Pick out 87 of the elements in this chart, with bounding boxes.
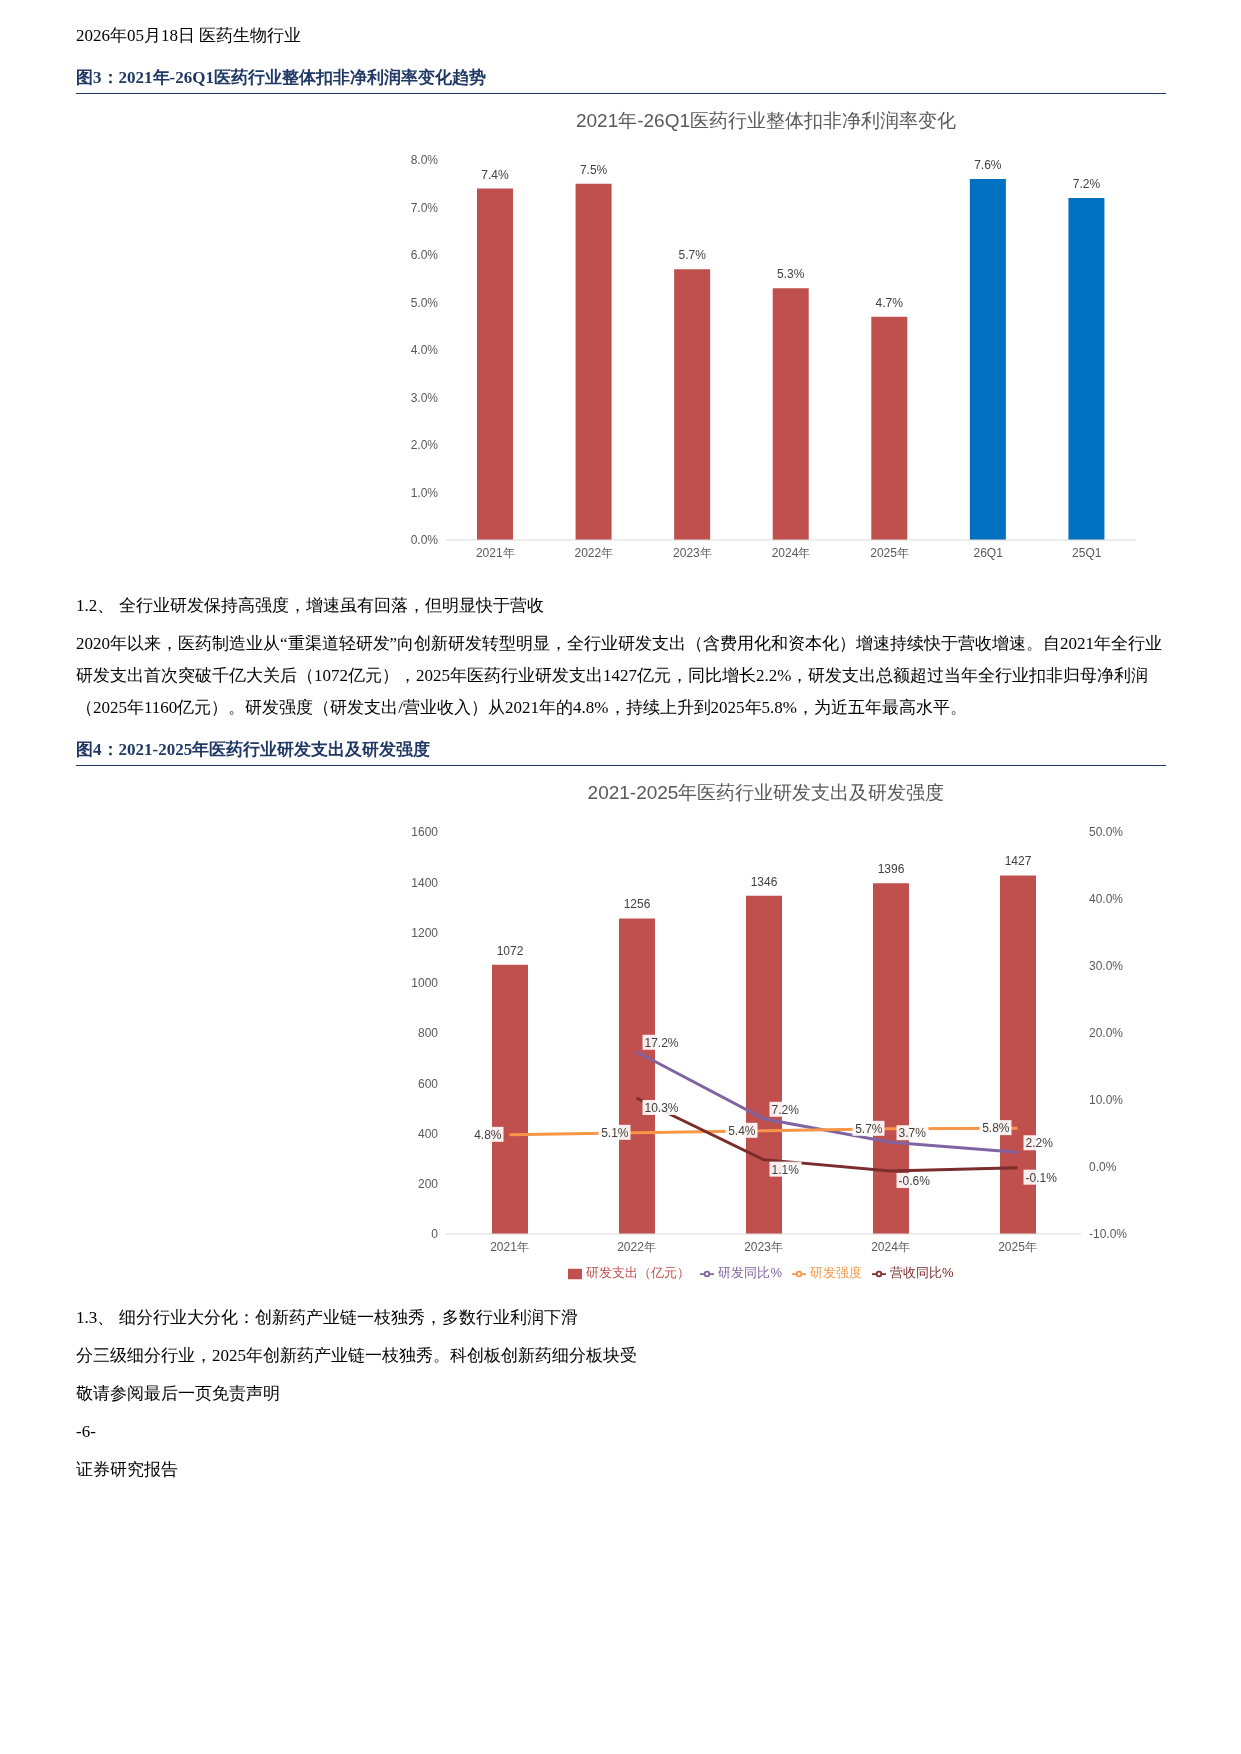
y2-tick-label: 10.0% bbox=[1089, 1093, 1124, 1108]
bar bbox=[871, 316, 908, 540]
x-tick-label: 2025年 bbox=[998, 1239, 1037, 1254]
data-label: 7.6% bbox=[974, 158, 1002, 172]
bar bbox=[1068, 198, 1105, 540]
legend-label: 研发同比% bbox=[718, 1265, 782, 1280]
y-tick-label: 200 bbox=[417, 1177, 439, 1192]
text: 2026年05月18日 医药生物行业 bbox=[76, 25, 303, 47]
caption: 图3：2021年-26Q1医药行业整体扣非净利润率变化趋势 bbox=[76, 62, 1166, 94]
x-tick-label: 2022年 bbox=[617, 1239, 656, 1254]
y-tick-label: 800 bbox=[417, 1026, 439, 1041]
data-label: 2.2% bbox=[1025, 1136, 1054, 1151]
y-tick-label: 3.0% bbox=[410, 390, 439, 405]
x-tick-label: 26Q1 bbox=[973, 545, 1004, 560]
y-tick-label: 400 bbox=[417, 1126, 439, 1141]
data-label: 17.2% bbox=[644, 1035, 679, 1050]
data-label: 1.1% bbox=[771, 1162, 800, 1177]
text: 敬请参阅最后一页免责声明 bbox=[76, 1383, 281, 1405]
data-label: 5.3% bbox=[777, 267, 805, 282]
x-tick-label: 25Q1 bbox=[1072, 545, 1102, 560]
y-tick-label: 1200 bbox=[411, 925, 439, 940]
data-label: 1427 bbox=[1004, 854, 1032, 869]
y-tick-label: 0.0% bbox=[410, 533, 439, 548]
text: 1.3、 细分行业大分化：创新药产业链一枝独秀，多数行业利润下滑 bbox=[76, 1307, 579, 1329]
y2-tick-label: 40.0% bbox=[1089, 892, 1124, 907]
legend-label: 营收同比% bbox=[890, 1265, 954, 1280]
data-label: 5.7% bbox=[855, 1121, 883, 1136]
text: 分三级细分行业，2025年创新药产业链一枝独秀。科创板创新药细分板块受 bbox=[76, 1345, 638, 1367]
bar bbox=[772, 288, 809, 540]
y-tick-label: 7.0% bbox=[410, 200, 439, 215]
bar bbox=[575, 183, 612, 540]
data-label: 7.5% bbox=[579, 162, 608, 177]
legend-label: 研发支出（亿元） bbox=[586, 1265, 691, 1280]
text: -6- bbox=[76, 1421, 97, 1443]
text: 1.2、 全行业研发保持高强度，增速虽有回落，但明显快于营收 bbox=[76, 595, 545, 617]
y-tick-label: 2.0% bbox=[410, 438, 439, 453]
y2-tick-label: 50.0% bbox=[1089, 825, 1124, 840]
x-tick-label: 2021年 bbox=[490, 1239, 529, 1254]
data-label: 1072 bbox=[496, 943, 524, 958]
y2-tick-label: 20.0% bbox=[1089, 1026, 1124, 1041]
x-tick-label: 2023年 bbox=[673, 545, 712, 560]
data-label: 4.7% bbox=[875, 295, 904, 310]
data-label: 7.2% bbox=[1072, 177, 1101, 191]
chart-title: 2021-2025年医药行业研发支出及研发强度 bbox=[586, 781, 946, 805]
data-label: 1396 bbox=[877, 862, 905, 877]
x-tick-label: 2023年 bbox=[744, 1239, 783, 1254]
x-tick-label: 2021年 bbox=[475, 545, 515, 560]
line-series bbox=[635, 1096, 1019, 1173]
bar bbox=[969, 179, 1006, 540]
bar bbox=[477, 188, 513, 540]
x-tick-label: 2024年 bbox=[871, 1239, 910, 1254]
chart-title: 2021年-26Q1医药行业整体扣非净利润率变化 bbox=[574, 109, 958, 133]
data-label: -0.6% bbox=[898, 1174, 931, 1189]
text: 2020年以来，医药制造业从“重渠道轻研发”向创新研发转型明显，全行业研发支出（含费用化和资本化）增速持续快于营收增速。自2021年全行业研发支出首次突破千亿大关后（1072亿元），2025年医药行业研发支出1427亿元，同比增长2.2%，研发支出总额超过当年全行业扣非归母净利润（2025年1160亿元）。研发强度（研发支出/营业收入）从2021年的4.8%，持续上升到2025年5.8%，为近五年最高水平。 bbox=[76, 633, 1164, 719]
line-series bbox=[635, 1050, 1019, 1154]
bar bbox=[674, 269, 711, 540]
y-tick-label: 6.0% bbox=[410, 248, 439, 263]
y-tick-label: 4.0% bbox=[410, 343, 439, 358]
y-tick-label: 1000 bbox=[411, 976, 439, 991]
caption: 图4：2021-2025年医药行业研发支出及研发强度 bbox=[76, 734, 1166, 766]
y-tick-label: 1.0% bbox=[410, 485, 439, 500]
data-label: 10.3% bbox=[644, 1100, 679, 1115]
y2-tick-label: 0.0% bbox=[1089, 1160, 1117, 1175]
y-tick-label: 600 bbox=[417, 1076, 439, 1091]
data-label: 3.7% bbox=[898, 1126, 927, 1141]
data-label: 1346 bbox=[750, 874, 778, 889]
y-tick-label: 5.0% bbox=[410, 295, 439, 310]
data-label: 5.7% bbox=[678, 248, 707, 263]
data-label: 5.1% bbox=[601, 1125, 629, 1140]
data-label: 5.8% bbox=[982, 1121, 1010, 1136]
data-label: 1256 bbox=[623, 897, 651, 912]
x-tick-label: 2025年 bbox=[870, 545, 909, 560]
data-label: 7.4% bbox=[481, 167, 509, 182]
data-label: 4.8% bbox=[474, 1127, 502, 1142]
y-tick-label: 0 bbox=[431, 1227, 439, 1242]
legend-label: 研发强度 bbox=[810, 1265, 862, 1280]
y-tick-label: 8.0% bbox=[410, 153, 439, 168]
x-tick-label: 2024年 bbox=[771, 545, 811, 560]
data-label: 5.4% bbox=[728, 1123, 756, 1138]
data-label: -0.1% bbox=[1025, 1170, 1058, 1185]
data-label: 7.2% bbox=[771, 1102, 800, 1117]
y2-tick-label: 30.0% bbox=[1089, 959, 1124, 974]
y2-tick-label: -10.0% bbox=[1089, 1227, 1128, 1242]
text: 证券研究报告 bbox=[76, 1459, 179, 1481]
y-tick-label: 1400 bbox=[411, 875, 439, 890]
x-tick-label: 2022年 bbox=[574, 545, 614, 560]
y-tick-label: 1600 bbox=[411, 825, 439, 840]
